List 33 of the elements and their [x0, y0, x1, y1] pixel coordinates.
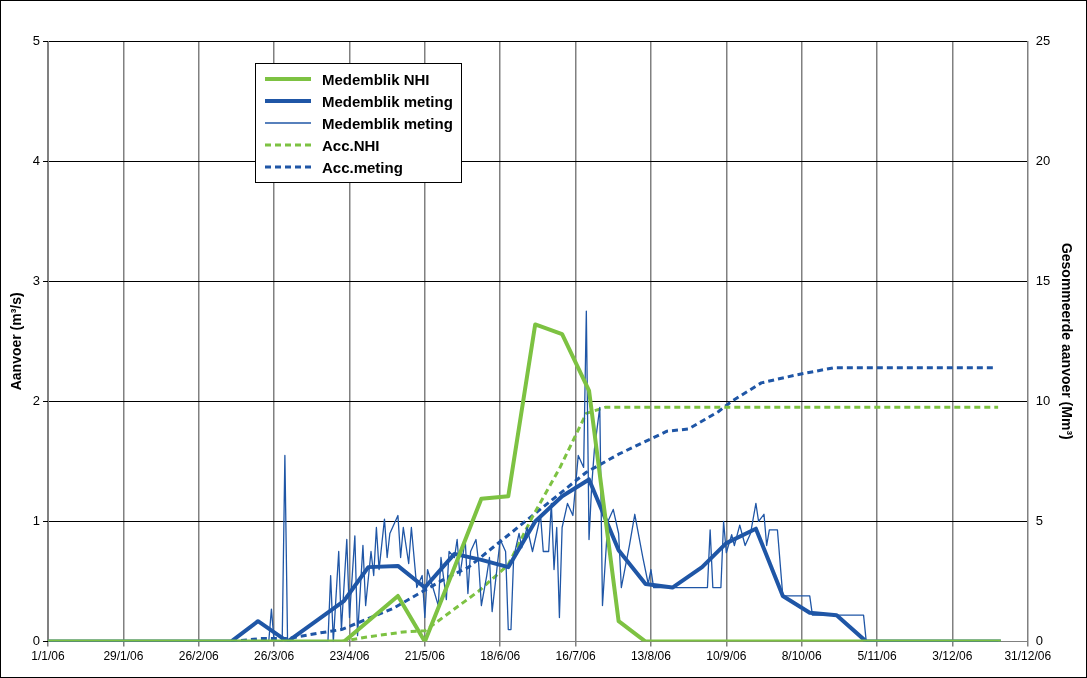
- x-tick-label: 13/8/06: [630, 649, 672, 664]
- x-tick-label: 8/10/06: [781, 649, 822, 664]
- legend-label: Medemblik meting: [322, 114, 453, 132]
- y-axis-title: Aanvoer (m³/s): [8, 292, 25, 391]
- x-tick-label: 3/12/06: [932, 649, 973, 664]
- x-tick-label: 18/6/06: [480, 649, 521, 664]
- y2-tick-label: 25: [1035, 32, 1051, 48]
- y-tick-label: 5: [32, 32, 41, 48]
- y-tick-label: 2: [32, 392, 41, 408]
- y2-tick-label: 5: [1035, 513, 1043, 529]
- legend-label: Medemblik meting: [322, 92, 453, 110]
- y2-tick-label: 10: [1035, 392, 1051, 408]
- legend-label: Acc.meting: [322, 158, 403, 176]
- y2-tick-label: 20: [1035, 152, 1051, 168]
- x-tick-label: 21/5/06: [404, 649, 446, 664]
- x-tick-label: 23/4/06: [329, 649, 370, 664]
- y-tick-label: 1: [32, 513, 41, 529]
- x-tick-label: 31/12/06: [1004, 649, 1052, 664]
- x-tick-label: 16/7/06: [555, 649, 596, 664]
- legend-label: Medemblik NHI: [322, 70, 430, 88]
- x-tick-label: 5/11/06: [857, 649, 897, 664]
- y2-tick-label: 0: [1035, 633, 1043, 649]
- y-tick-label: 3: [32, 272, 41, 288]
- y-tick-label: 4: [32, 152, 41, 168]
- x-tick-label: 1/1/06: [31, 649, 66, 664]
- x-tick-label: 10/9/06: [706, 649, 747, 664]
- x-tick-label: 29/1/06: [103, 649, 144, 664]
- y2-axis-title: Gesommeerde aanvoer (Mm³): [1058, 242, 1075, 440]
- x-tick-label: 26/3/06: [254, 649, 295, 664]
- x-tick-label: 26/2/06: [178, 649, 220, 664]
- legend-label: Acc.NHI: [322, 136, 380, 154]
- y2-tick-label: 15: [1035, 272, 1051, 288]
- y-tick-label: 0: [32, 633, 41, 649]
